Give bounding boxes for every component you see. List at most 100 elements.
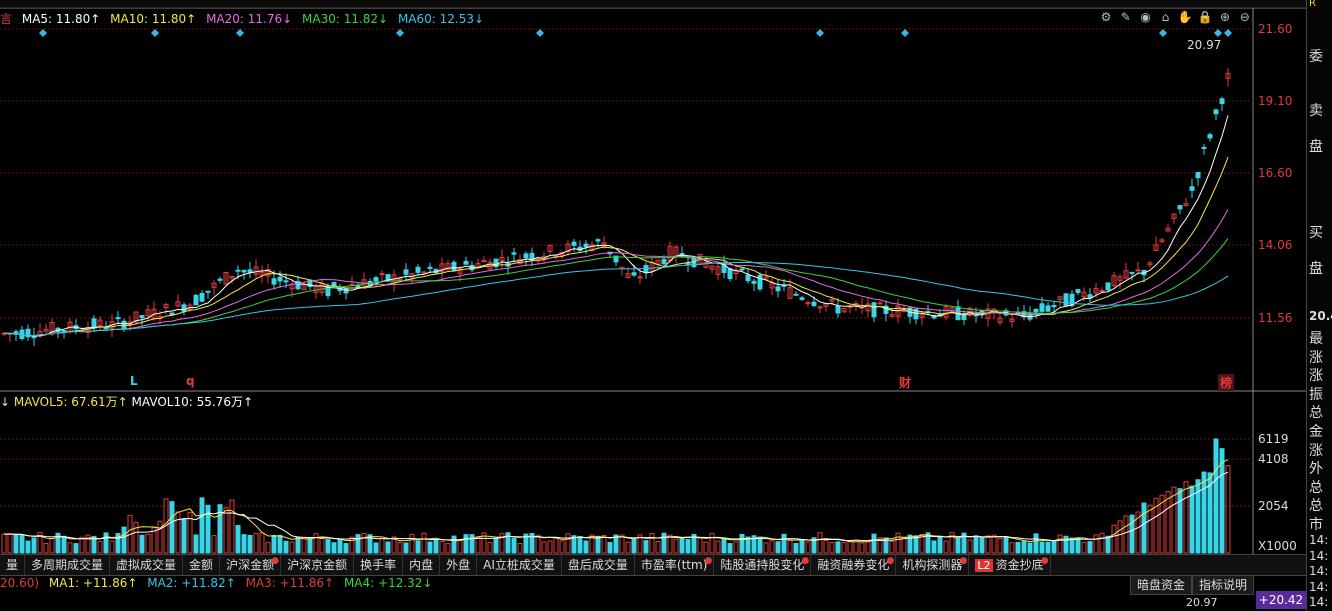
- candle-body: [373, 277, 379, 282]
- volume-bar: [847, 541, 853, 554]
- volume-bar: [679, 537, 685, 554]
- volume-bar: [457, 540, 463, 554]
- tab-13[interactable]: 融资融券变化 ●: [811, 555, 897, 575]
- volume-bar: [217, 504, 223, 554]
- tab-7[interactable]: 内盘: [403, 555, 441, 575]
- volume-bar: [631, 538, 637, 554]
- volume-bar: [421, 532, 427, 554]
- ma10-line: [3, 156, 1229, 337]
- candle-body: [1147, 262, 1153, 266]
- marker-finance[interactable]: 财: [899, 376, 912, 390]
- candle-body: [583, 243, 589, 248]
- candle-body: [1183, 203, 1189, 206]
- tab-indicator-dot: ●: [271, 556, 280, 566]
- volume-bar: [115, 533, 121, 554]
- panel-time-1: 14:: [1309, 548, 1329, 563]
- pen-icon[interactable]: ✎: [1120, 10, 1131, 24]
- candle-body: [241, 269, 247, 273]
- candle-body: [1093, 288, 1099, 294]
- candle-body: [1201, 146, 1207, 149]
- candle-body: [835, 305, 841, 314]
- candle-body: [517, 259, 523, 265]
- panel-label-disk2: 盘: [1309, 261, 1323, 277]
- volume-bar: [283, 540, 289, 554]
- tab-9[interactable]: AI立桩成交量: [477, 555, 562, 575]
- candle-body: [1099, 290, 1105, 293]
- candle-body: [1105, 282, 1111, 291]
- volume-bar: [31, 537, 37, 554]
- tab-12[interactable]: 陆股通持股变化 ●: [714, 555, 812, 575]
- tab-0[interactable]: 量: [0, 555, 26, 575]
- event-diamond: [39, 29, 47, 37]
- volume-bar: [1147, 504, 1153, 554]
- volume-bar: [577, 536, 583, 554]
- tab-indicator-dot: ●: [886, 556, 895, 566]
- lock-icon[interactable]: 🔒: [1197, 10, 1213, 24]
- volume-bar: [241, 534, 247, 554]
- panel-label-disk1: 盘: [1309, 139, 1323, 155]
- tab-6[interactable]: 换手率: [354, 555, 404, 575]
- event-diamond: [536, 29, 544, 37]
- volume-bar: [925, 532, 931, 554]
- dark-pool-button[interactable]: 暗盘资金: [1130, 575, 1193, 595]
- tab-15[interactable]: L2 资金抄底 ●: [969, 555, 1051, 576]
- tab-4[interactable]: 沪深金额 ●: [220, 555, 282, 575]
- candle-body: [271, 278, 277, 285]
- candle-body: [133, 311, 139, 323]
- tab-label: 内盘: [409, 558, 434, 572]
- marker-list[interactable]: 榜: [1218, 374, 1235, 391]
- settings-icon[interactable]: ⚙: [1100, 10, 1112, 24]
- volume-bar: [487, 542, 493, 554]
- candle-body: [343, 287, 349, 294]
- volume-bar: [1171, 486, 1177, 554]
- candle-body: [595, 239, 601, 242]
- ma20-value: MA20: 11.76↓: [206, 12, 293, 26]
- basket-icon[interactable]: ⌂: [1161, 10, 1170, 24]
- tab-5[interactable]: 沪深京金额: [281, 555, 355, 575]
- volume-bar: [763, 542, 769, 554]
- panel-stat-10: 市: [1309, 517, 1323, 533]
- volume-bar: [259, 532, 265, 554]
- volume-bar: [199, 497, 205, 554]
- zoom-out-icon[interactable]: ⊖: [1239, 10, 1250, 24]
- candle-body: [247, 269, 253, 273]
- candle-body: [1075, 289, 1081, 293]
- candle-body: [1009, 318, 1015, 322]
- volume-bar: [313, 533, 319, 554]
- tab-8[interactable]: 外盘: [440, 555, 478, 575]
- tab-label: 盘后成交量: [567, 558, 628, 572]
- tab-3[interactable]: 金额: [183, 555, 221, 575]
- candle-body: [1171, 213, 1177, 219]
- candle-body: [421, 271, 427, 274]
- volume-bar: [793, 542, 799, 554]
- candle-body: [775, 286, 781, 292]
- price-tick-5: 11.56: [1258, 311, 1293, 325]
- marker-L[interactable]: L: [130, 374, 138, 388]
- candle-body: [1213, 109, 1219, 115]
- tab-10[interactable]: 盘后成交量: [562, 555, 635, 575]
- volume-bar: [223, 507, 229, 554]
- volume-bar: [451, 535, 457, 554]
- candle-body: [1225, 72, 1231, 79]
- tab-2[interactable]: 虚拟成交量: [110, 555, 184, 575]
- hand-icon[interactable]: ✋: [1177, 10, 1193, 24]
- indicator-help-button[interactable]: 指标说明: [1192, 575, 1255, 595]
- marker-q[interactable]: q: [186, 374, 195, 388]
- tab-indicator-dot: ●: [704, 556, 713, 566]
- volume-bar: [607, 541, 613, 554]
- volume-bar: [955, 537, 961, 554]
- volume-bar: [745, 536, 751, 554]
- panel-time-0: 14:: [1309, 533, 1329, 547]
- volume-bar: [697, 537, 703, 554]
- volume-bar: [817, 532, 823, 554]
- panel-stat-4: 总: [1309, 405, 1323, 422]
- kline-chart[interactable]: [0, 0, 1306, 560]
- tab-indicator-dot: ●: [801, 556, 810, 566]
- tab-11[interactable]: 市盈率(ttm) ●: [635, 555, 715, 575]
- zoom-in-icon[interactable]: ⊕: [1219, 10, 1230, 24]
- tab-14[interactable]: 机构探测器 ●: [896, 555, 970, 575]
- volume-bar: [445, 543, 451, 554]
- candle-body: [1195, 171, 1201, 179]
- eye-icon[interactable]: ◉: [1140, 10, 1151, 24]
- tab-1[interactable]: 多周期成交量: [25, 555, 111, 575]
